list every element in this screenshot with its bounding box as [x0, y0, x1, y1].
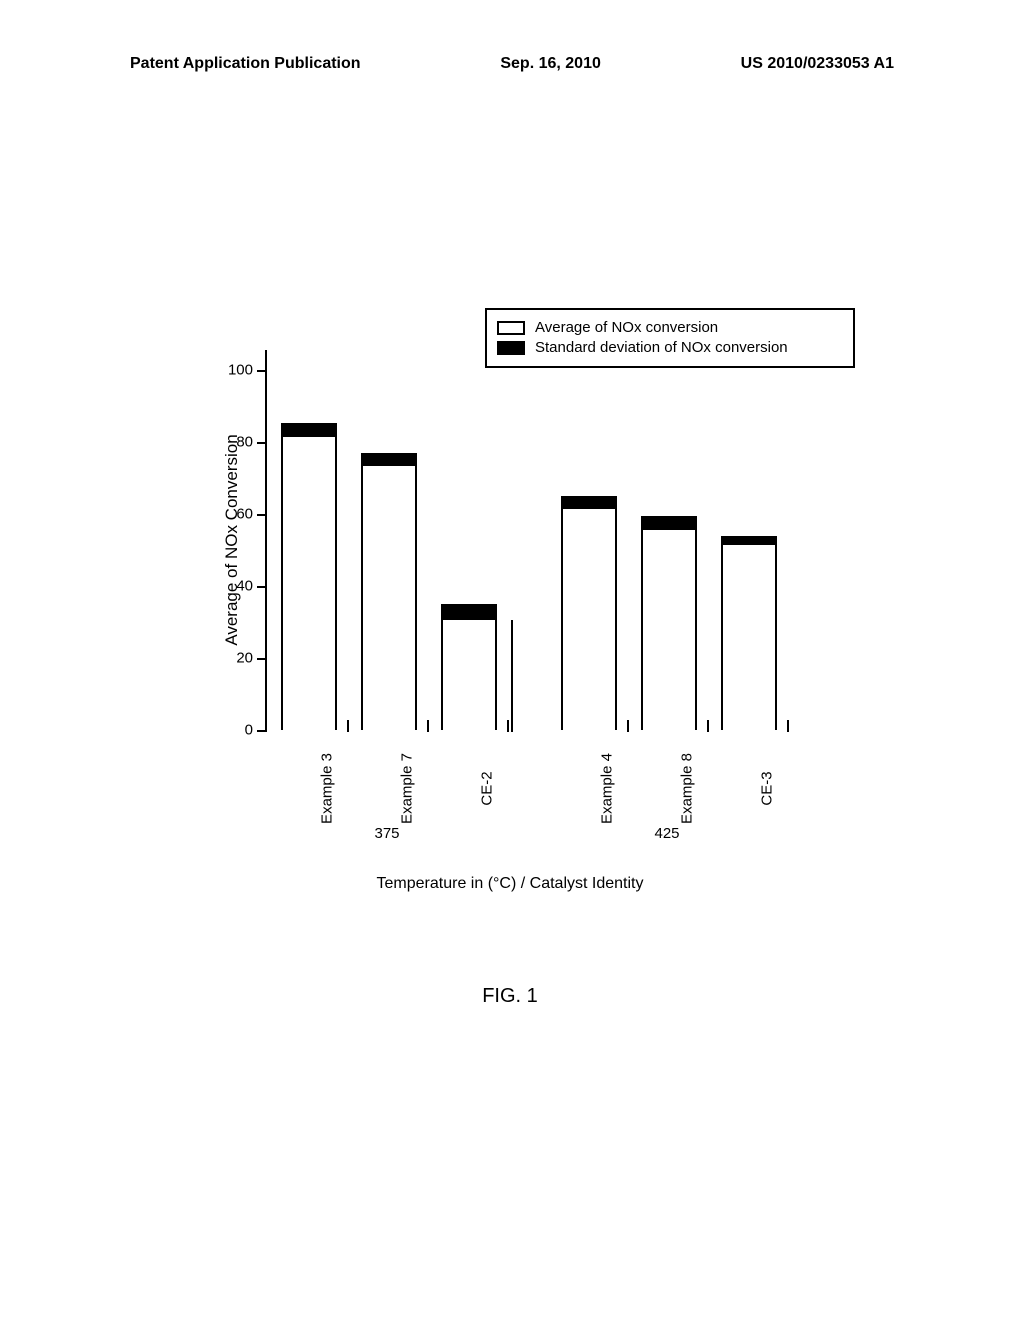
legend-item-avg: Average of NOx conversion [497, 319, 843, 336]
bar-sd [441, 604, 497, 618]
y-tick-label: 80 [236, 434, 253, 451]
legend-swatch-white [497, 321, 525, 335]
bar-sd [281, 423, 337, 435]
y-tick-label: 40 [236, 578, 253, 595]
bar-avg [721, 543, 777, 730]
temp-group-label: 425 [654, 825, 679, 842]
y-axis-label: Average of NOx Conversion [222, 434, 242, 645]
plot-area: Average of NOx Conversion 020406080100 [265, 350, 805, 730]
bar-sd [561, 496, 617, 507]
header-left: Patent Application Publication [130, 55, 361, 73]
figure-caption: FIG. 1 [482, 985, 538, 1008]
y-tick [257, 658, 267, 660]
bar-avg [641, 528, 697, 730]
bar-sd [641, 516, 697, 529]
y-tick-label: 0 [245, 722, 253, 739]
y-tick-label: 60 [236, 506, 253, 523]
y-tick [257, 370, 267, 372]
x-bar-label: CE-3 [759, 771, 776, 805]
bar-avg [441, 618, 497, 730]
x-tick [427, 720, 429, 732]
y-tick [257, 442, 267, 444]
x-bar-label: Example 8 [679, 753, 696, 824]
x-tick [507, 720, 509, 732]
nox-chart: Average of NOx conversion Standard devia… [215, 330, 805, 810]
legend-label-sd: Standard deviation of NOx conversion [535, 339, 788, 356]
bar-sd [361, 453, 417, 464]
x-bar-label: Example 4 [599, 753, 616, 824]
y-tick-label: 20 [236, 650, 253, 667]
bar-avg [561, 507, 617, 730]
x-axis-title: Temperature in (°C) / Catalyst Identity [377, 875, 644, 893]
legend-swatch-black [497, 341, 525, 355]
y-tick [257, 586, 267, 588]
y-tick [257, 514, 267, 516]
bar-avg [361, 464, 417, 730]
legend-item-sd: Standard deviation of NOx conversion [497, 339, 843, 356]
x-tick [627, 720, 629, 732]
temp-group-label: 375 [374, 825, 399, 842]
header-center: Sep. 16, 2010 [500, 55, 601, 73]
x-tick [347, 720, 349, 732]
bar-sd [721, 536, 777, 543]
x-bar-label: Example 3 [319, 753, 336, 824]
x-tick [707, 720, 709, 732]
x-bar-label: CE-2 [479, 771, 496, 805]
legend-box: Average of NOx conversion Standard devia… [485, 308, 855, 368]
x-tick [787, 720, 789, 732]
bar-avg [281, 435, 337, 730]
y-tick [257, 730, 267, 732]
x-bar-label: Example 7 [399, 753, 416, 824]
header-right: US 2010/0233053 A1 [741, 55, 894, 73]
legend-label-avg: Average of NOx conversion [535, 319, 718, 336]
y-tick-label: 100 [228, 362, 253, 379]
group-divider [511, 620, 513, 732]
